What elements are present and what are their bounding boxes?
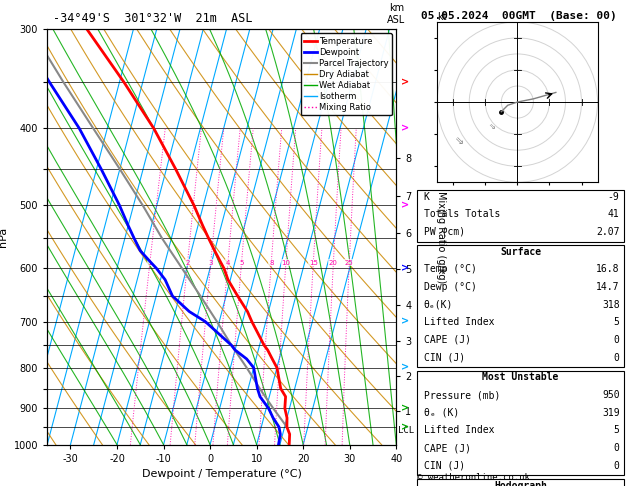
Text: 14.7: 14.7	[596, 282, 620, 292]
Text: 10: 10	[281, 260, 291, 265]
Legend: Temperature, Dewpoint, Parcel Trajectory, Dry Adiabat, Wet Adiabat, Isotherm, Mi: Temperature, Dewpoint, Parcel Trajectory…	[301, 34, 392, 116]
Text: 5: 5	[240, 260, 243, 265]
Text: 5: 5	[614, 317, 620, 327]
Text: 41: 41	[608, 209, 620, 219]
Text: θₑ (K): θₑ (K)	[423, 408, 459, 418]
Text: LCL: LCL	[398, 426, 414, 435]
Text: 15: 15	[309, 260, 318, 265]
Text: 4: 4	[226, 260, 230, 265]
Text: 3: 3	[209, 260, 213, 265]
Text: 318: 318	[602, 300, 620, 310]
Text: 5: 5	[614, 425, 620, 435]
Bar	[417, 371, 624, 475]
Text: ⇘: ⇘	[488, 121, 495, 130]
Text: 2: 2	[186, 260, 190, 265]
Text: >: >	[401, 200, 409, 210]
Text: -34°49'S  301°32'W  21m  ASL: -34°49'S 301°32'W 21m ASL	[53, 12, 253, 25]
Text: © weatheronline.co.uk: © weatheronline.co.uk	[417, 473, 530, 482]
Text: 0: 0	[614, 352, 620, 363]
Text: >: >	[401, 263, 409, 274]
Text: Temp (°C): Temp (°C)	[423, 264, 476, 275]
Text: Dewp (°C): Dewp (°C)	[423, 282, 476, 292]
Y-axis label: hPa: hPa	[0, 227, 8, 247]
Text: 25: 25	[345, 260, 353, 265]
Text: Surface: Surface	[500, 247, 541, 257]
Text: CIN (J): CIN (J)	[423, 461, 465, 470]
Text: 20: 20	[329, 260, 338, 265]
Text: >: >	[401, 403, 409, 413]
Text: ⇘: ⇘	[455, 136, 464, 146]
X-axis label: Dewpoint / Temperature (°C): Dewpoint / Temperature (°C)	[142, 469, 302, 479]
Text: Hodograph: Hodograph	[494, 481, 547, 486]
Text: 16.8: 16.8	[596, 264, 620, 275]
Text: >: >	[401, 363, 409, 373]
Bar	[417, 190, 624, 242]
Text: K: K	[423, 191, 430, 202]
Text: >: >	[401, 77, 409, 87]
Text: km
ASL: km ASL	[387, 3, 406, 25]
Text: Lifted Index: Lifted Index	[423, 317, 494, 327]
Text: CAPE (J): CAPE (J)	[423, 443, 470, 453]
Text: 0: 0	[614, 461, 620, 470]
Bar	[417, 245, 624, 367]
Text: 950: 950	[602, 390, 620, 400]
Text: Lifted Index: Lifted Index	[423, 425, 494, 435]
Bar	[417, 479, 624, 486]
Text: 319: 319	[602, 408, 620, 418]
Text: 0: 0	[614, 443, 620, 453]
Text: CIN (J): CIN (J)	[423, 352, 465, 363]
Text: 2.07: 2.07	[596, 227, 620, 237]
Text: Totals Totals: Totals Totals	[423, 209, 500, 219]
Y-axis label: Mixing Ratio (g/kg): Mixing Ratio (g/kg)	[437, 191, 446, 283]
Text: -9: -9	[608, 191, 620, 202]
Text: kt: kt	[437, 12, 447, 22]
Text: >: >	[401, 316, 409, 327]
Text: Pressure (mb): Pressure (mb)	[423, 390, 500, 400]
Text: θₑ(K): θₑ(K)	[423, 300, 453, 310]
Text: CAPE (J): CAPE (J)	[423, 335, 470, 345]
Text: 0: 0	[614, 335, 620, 345]
Text: 1: 1	[148, 260, 152, 265]
Text: >: >	[401, 123, 409, 134]
Text: PW (cm): PW (cm)	[423, 227, 465, 237]
Text: 05.05.2024  00GMT  (Base: 00): 05.05.2024 00GMT (Base: 00)	[421, 11, 617, 21]
Text: >: >	[401, 422, 409, 432]
Text: 8: 8	[269, 260, 274, 265]
Text: Most Unstable: Most Unstable	[482, 372, 559, 382]
